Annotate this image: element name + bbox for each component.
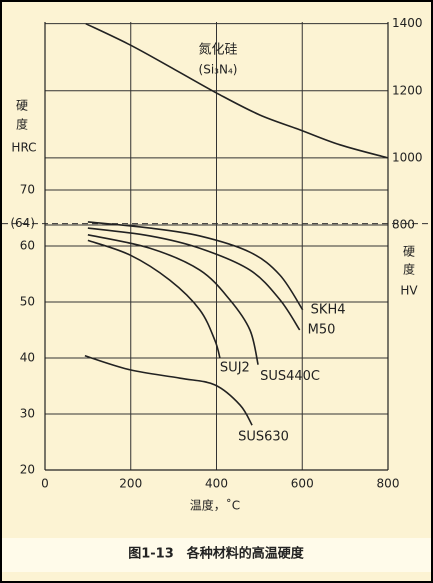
y2-axis-label: HV xyxy=(400,284,418,298)
x-tick-label: 600 xyxy=(291,477,314,491)
series-label: SUS630 xyxy=(238,430,289,445)
series-sublabel: (Si₃N₄) xyxy=(199,63,238,77)
series-label: M50 xyxy=(308,323,336,338)
y-tick-label: 60 xyxy=(20,239,35,253)
series-line xyxy=(87,234,259,365)
y2-axis-label: 硬 xyxy=(403,245,415,259)
series-line xyxy=(87,239,221,359)
y2-axis-label: 度 xyxy=(403,262,415,277)
y-tick-label: (64) xyxy=(10,216,35,230)
series-label: SUJ2 xyxy=(220,361,250,376)
x-axis-label: 温度，˚C xyxy=(190,498,240,513)
series-line xyxy=(87,221,304,311)
y-axis-label: HRC xyxy=(11,141,36,155)
series-line xyxy=(85,22,389,159)
y-tick-label: 20 xyxy=(20,463,35,477)
y-axis-label: 硬 xyxy=(16,99,28,113)
series-line xyxy=(84,354,253,426)
y-axis-label: 度 xyxy=(16,117,28,132)
y2-tick-label: 800 xyxy=(392,218,415,232)
y-tick-label: 40 xyxy=(20,351,35,365)
x-tick-label: 0 xyxy=(41,477,49,491)
chart-title: 图1-13 各种材料的高温硬度 xyxy=(128,546,305,562)
x-tick-label: 800 xyxy=(377,477,400,491)
series-line xyxy=(87,227,301,331)
y2-tick-label: 1000 xyxy=(392,150,423,164)
x-tick-label: 400 xyxy=(205,477,228,491)
caption-band xyxy=(2,538,431,572)
y-tick-label: 70 xyxy=(20,183,35,197)
series-label: SKH4 xyxy=(311,302,346,317)
y-tick-label: 50 xyxy=(20,295,35,309)
series-label: SUS440C xyxy=(260,369,320,384)
y2-tick-label: 1200 xyxy=(392,83,423,97)
x-tick-label: 200 xyxy=(119,477,142,491)
y-tick-label: 30 xyxy=(20,407,35,421)
series-label: 氮化硅 xyxy=(198,43,237,58)
y2-tick-label: 1400 xyxy=(392,16,423,30)
